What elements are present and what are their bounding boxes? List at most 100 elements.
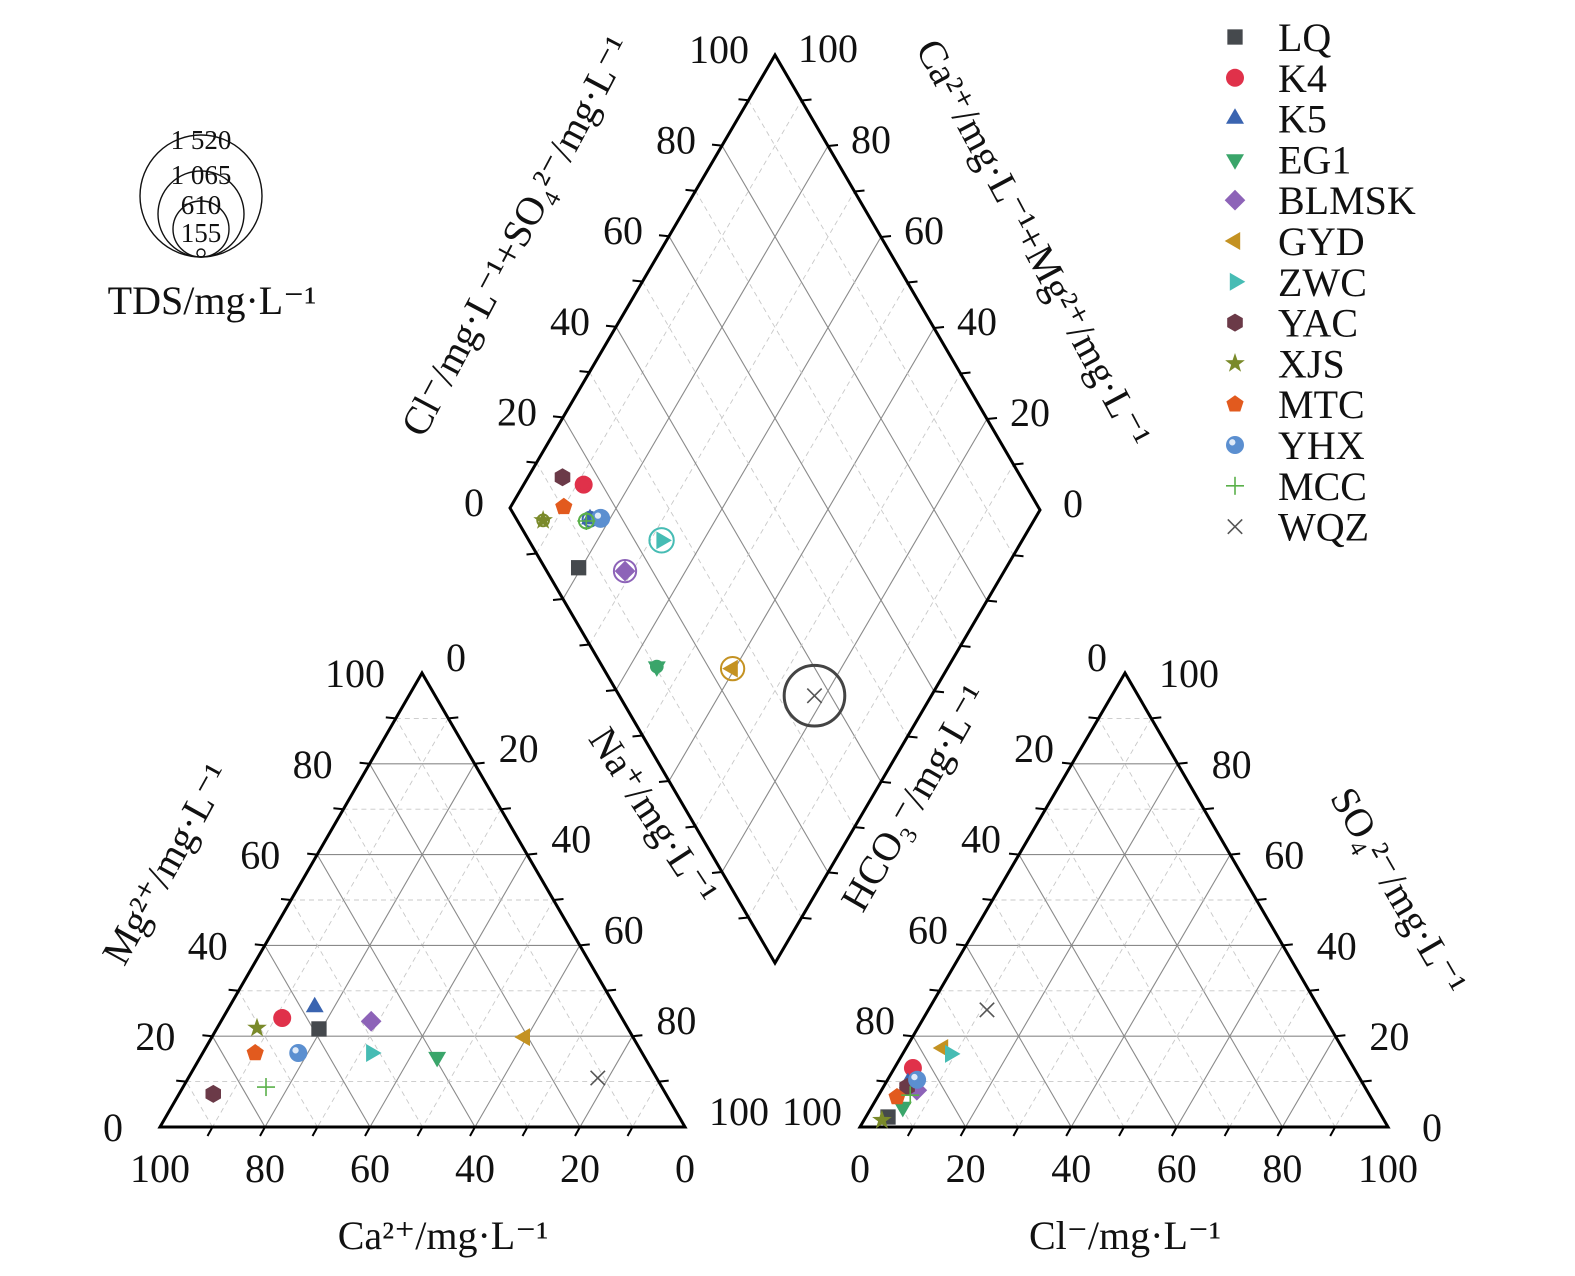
so4-axis-tick [1203,807,1214,811]
legend-marker-lq [1227,29,1243,45]
legend-label: LQ [1278,15,1331,60]
legend-label: GYD [1278,219,1365,264]
hco3-axis-tick [1035,807,1046,811]
tds-circle-yhx [591,508,611,528]
anion-triangle-grid-line [992,899,1125,1128]
diamond-lower-right-tick [1013,554,1024,558]
tds-circle-zwc [648,527,675,554]
anion-triangle-grid-line [912,1035,967,1128]
cation-point-k4 [273,1009,292,1028]
cl-axis-tick [1276,1126,1284,1137]
cl-axis-title: Cl⁻/mg·L⁻¹ [1029,1213,1221,1258]
so4-axis-title: SO₄²⁻/mg·L⁻¹ [1321,779,1476,1002]
tds-legend-label: 1 520 [171,125,232,155]
legend-item: YAC [1227,301,1358,346]
tds-circle-eg1 [649,659,664,674]
anion-triangle-grid-line [1229,990,1310,1128]
diamond-point-zwc [656,531,672,550]
hco3-axis-tick [1061,761,1073,765]
na-tick-label: 0 [446,635,466,680]
hco3-tick-label: 100 [782,1089,842,1134]
cation-triangle-grid-line [632,1081,660,1128]
cl-axis-tick [1118,1126,1125,1137]
ca-axis-tick [416,1126,424,1137]
cation-point-mcc [257,1078,276,1097]
cation-point-wqz-b [590,1070,606,1086]
hco3-tick-label: 80 [855,998,895,1043]
cation-triangle-grid-line [211,1035,266,1128]
anion-point-yhx [908,1070,927,1089]
cl-axis-tick [906,1126,914,1137]
na-tick-label: 20 [499,726,539,771]
mg-axis-tick [307,852,318,856]
anion-point-gyd [932,1039,949,1057]
legend-label: EG1 [1278,137,1351,182]
diamond-anion-axis-tick [605,324,617,328]
diamond-lower-right-tick [801,916,812,920]
anion-point-wqz [979,1002,995,1018]
tds-circle-mcc [577,512,595,530]
cation-triangle-grid-line [579,1035,633,1128]
ca-axis-tick [521,1126,529,1137]
hco3-axis-tick [982,898,993,901]
anion-point-mcc [901,1086,920,1105]
cl-axis-tick [1223,1126,1231,1137]
na-tick-label: 100 [709,1089,769,1134]
legend-label: K4 [1278,56,1327,101]
cl-axis-tick [1012,1126,1020,1137]
anion-triangle-grid-line [1334,1081,1363,1128]
so4-tick-label: 40 [1317,923,1357,968]
diamond-cation-axis-tick [854,189,865,193]
legend-label: YAC [1278,301,1358,346]
anion-point-zwc [945,1044,961,1063]
diamond-point-wqz-b [806,687,823,704]
so4-tick-label: 80 [1212,742,1252,787]
anion-triangle-grid-line [1045,808,1230,1128]
so4-tick-label: 60 [1264,833,1304,878]
data-points [205,468,995,1129]
cl-axis-tick [959,1126,967,1137]
mg-axis-tick [280,898,292,901]
legend-item: XJS [1225,341,1345,386]
diamond-grid-line [748,100,1014,556]
tds-circle-yac [555,470,570,485]
so4-tick-label: 0 [1422,1105,1442,1150]
legend-label: MCC [1278,464,1367,509]
diamond-anion-axis-tick [738,98,749,102]
legend-item: K5 [1226,97,1327,142]
diamond-cation-axis-tick [960,371,971,375]
na-axis-tick [500,807,511,811]
mg-tick-label: 100 [325,651,385,696]
mg-axis-tick [254,943,265,947]
diamond-lower-right-tick [960,644,971,648]
diamond-lower-left-tick [632,734,643,738]
hco3-tick-label: 60 [908,907,948,952]
diamond-point-mcc [577,512,596,530]
mg-axis-tick [385,716,396,720]
na-tick-label: 40 [551,817,591,862]
cation-point-yac [205,1084,221,1103]
legend-label: MTC [1278,382,1365,427]
hco3-tick-label: 40 [961,817,1001,862]
cl-axis-tick [1170,1126,1178,1137]
cl-tick-label: 80 [1262,1146,1302,1191]
diamond-grid-line [642,281,908,737]
legend-marker-k5 [1226,108,1244,124]
diamond-grid-line [536,100,802,554]
diamond-anion-tick-label: 0 [464,480,484,525]
legend-marker-k4 [1226,68,1244,87]
cation-point-zwc [366,1044,382,1062]
cation-point-wqz [590,1070,606,1086]
ca-tick-label: 20 [560,1146,600,1191]
ca-tick-label: 60 [350,1146,390,1191]
na-axis-title: Na⁺/mg·L⁻¹ [580,719,727,912]
so4-tick-label: 100 [1159,651,1219,696]
anion-point-xjs [872,1109,892,1129]
cl-tick-label: 100 [1358,1146,1418,1191]
cation-point-yhx [289,1043,308,1062]
diamond-anion-tick-label: 80 [656,118,696,163]
diamond-point-yhx-highlight [594,512,602,519]
diamond-cation-tick-label: 100 [798,26,858,71]
